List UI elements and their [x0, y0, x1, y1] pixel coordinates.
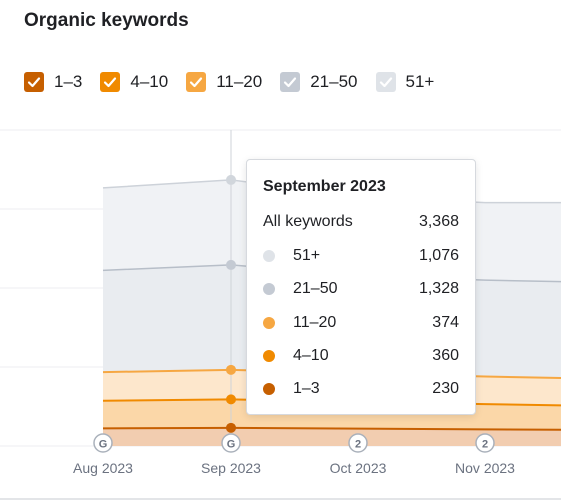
tooltip-all-label: All keywords	[263, 213, 353, 230]
check-icon	[379, 77, 392, 88]
tooltip-row: 51+ 1,076	[263, 246, 459, 266]
legend-item-1-3[interactable]: 1–3	[24, 72, 82, 92]
check-icon	[104, 77, 117, 88]
check-icon	[27, 77, 41, 88]
legend-label: 21–50	[310, 72, 358, 91]
tooltip-row: 21–50 1,328	[263, 279, 459, 299]
series-dot-icon	[263, 317, 275, 329]
google-update-marker-icon[interactable]: G	[221, 433, 241, 453]
marker-label: G	[227, 439, 236, 451]
marker-label: 2	[355, 439, 361, 451]
x-tick-label: Nov 2023	[455, 460, 515, 476]
update-count-marker-icon[interactable]: 2	[348, 433, 368, 453]
google-update-marker-icon[interactable]: G	[93, 433, 113, 453]
tooltip-row: 4–10 360	[263, 346, 459, 366]
tooltip-row-label: 1–3	[293, 380, 320, 397]
area-series-1	[103, 427, 561, 446]
tooltip-row: 11–20 374	[263, 313, 459, 333]
divider	[0, 498, 561, 500]
legend-item-11-20[interactable]: 11–20	[186, 72, 262, 92]
tooltip-row-value: 230	[432, 380, 459, 397]
legend-label: 11–20	[216, 72, 263, 91]
tooltip-row-label: 4–10	[293, 347, 329, 364]
page-title: Organic keywords	[24, 10, 189, 31]
update-count-marker-icon[interactable]: 2	[475, 433, 495, 453]
legend-item-21-50[interactable]: 21–50	[280, 72, 358, 92]
x-tick-label: Sep 2023	[201, 460, 261, 476]
legend-label: 4–10	[130, 72, 169, 91]
x-tick-label: Aug 2023	[73, 460, 133, 476]
legend-item-4-10[interactable]: 4–10	[100, 72, 168, 92]
legend-label: 51+	[405, 72, 435, 91]
tooltip-row: 1–3 230	[263, 379, 459, 399]
tooltip-row-all: All keywords 3,368	[263, 212, 459, 232]
marker-label: 2	[482, 439, 488, 451]
line-series-1	[102, 426, 561, 431]
data-point[interactable]	[226, 259, 236, 270]
legend-label: 1–3	[54, 72, 83, 91]
series-dot-icon	[263, 250, 275, 262]
tooltip-row-label: 51+	[293, 247, 321, 264]
checkbox-4-10[interactable]	[100, 72, 121, 92]
data-point[interactable]	[226, 394, 236, 405]
series-dot-icon	[263, 350, 275, 362]
tooltip-row-value: 1,076	[418, 247, 459, 264]
tooltip-row-value: 1,328	[418, 280, 459, 297]
chart-tooltip: September 2023 All keywords 3,368 51+ 1,…	[246, 159, 476, 415]
x-tick-label: Oct 2023	[330, 460, 387, 476]
series-dot-icon	[263, 383, 275, 395]
legend: 1–3 4–10 11–20 21–50 51+	[24, 72, 452, 92]
marker-label: G	[99, 439, 108, 451]
data-point[interactable]	[226, 174, 236, 185]
tooltip-row-label: 21–50	[293, 280, 338, 297]
checkbox-51-plus[interactable]	[375, 72, 396, 92]
check-icon	[190, 77, 203, 88]
data-point[interactable]	[226, 364, 236, 375]
tooltip-row-value: 374	[432, 314, 459, 331]
checkbox-21-50[interactable]	[280, 72, 301, 92]
data-point[interactable]	[226, 422, 236, 433]
tooltip-all-value: 3,368	[418, 213, 459, 230]
check-icon	[284, 77, 297, 88]
tooltip-title: September 2023	[263, 178, 386, 195]
checkbox-1-3[interactable]	[24, 72, 44, 92]
tooltip-row-value: 360	[432, 347, 459, 364]
legend-item-51-plus[interactable]: 51+	[375, 72, 435, 92]
tooltip-row-label: 11–20	[293, 314, 337, 331]
checkbox-11-20[interactable]	[186, 72, 207, 92]
series-dot-icon	[263, 283, 275, 295]
